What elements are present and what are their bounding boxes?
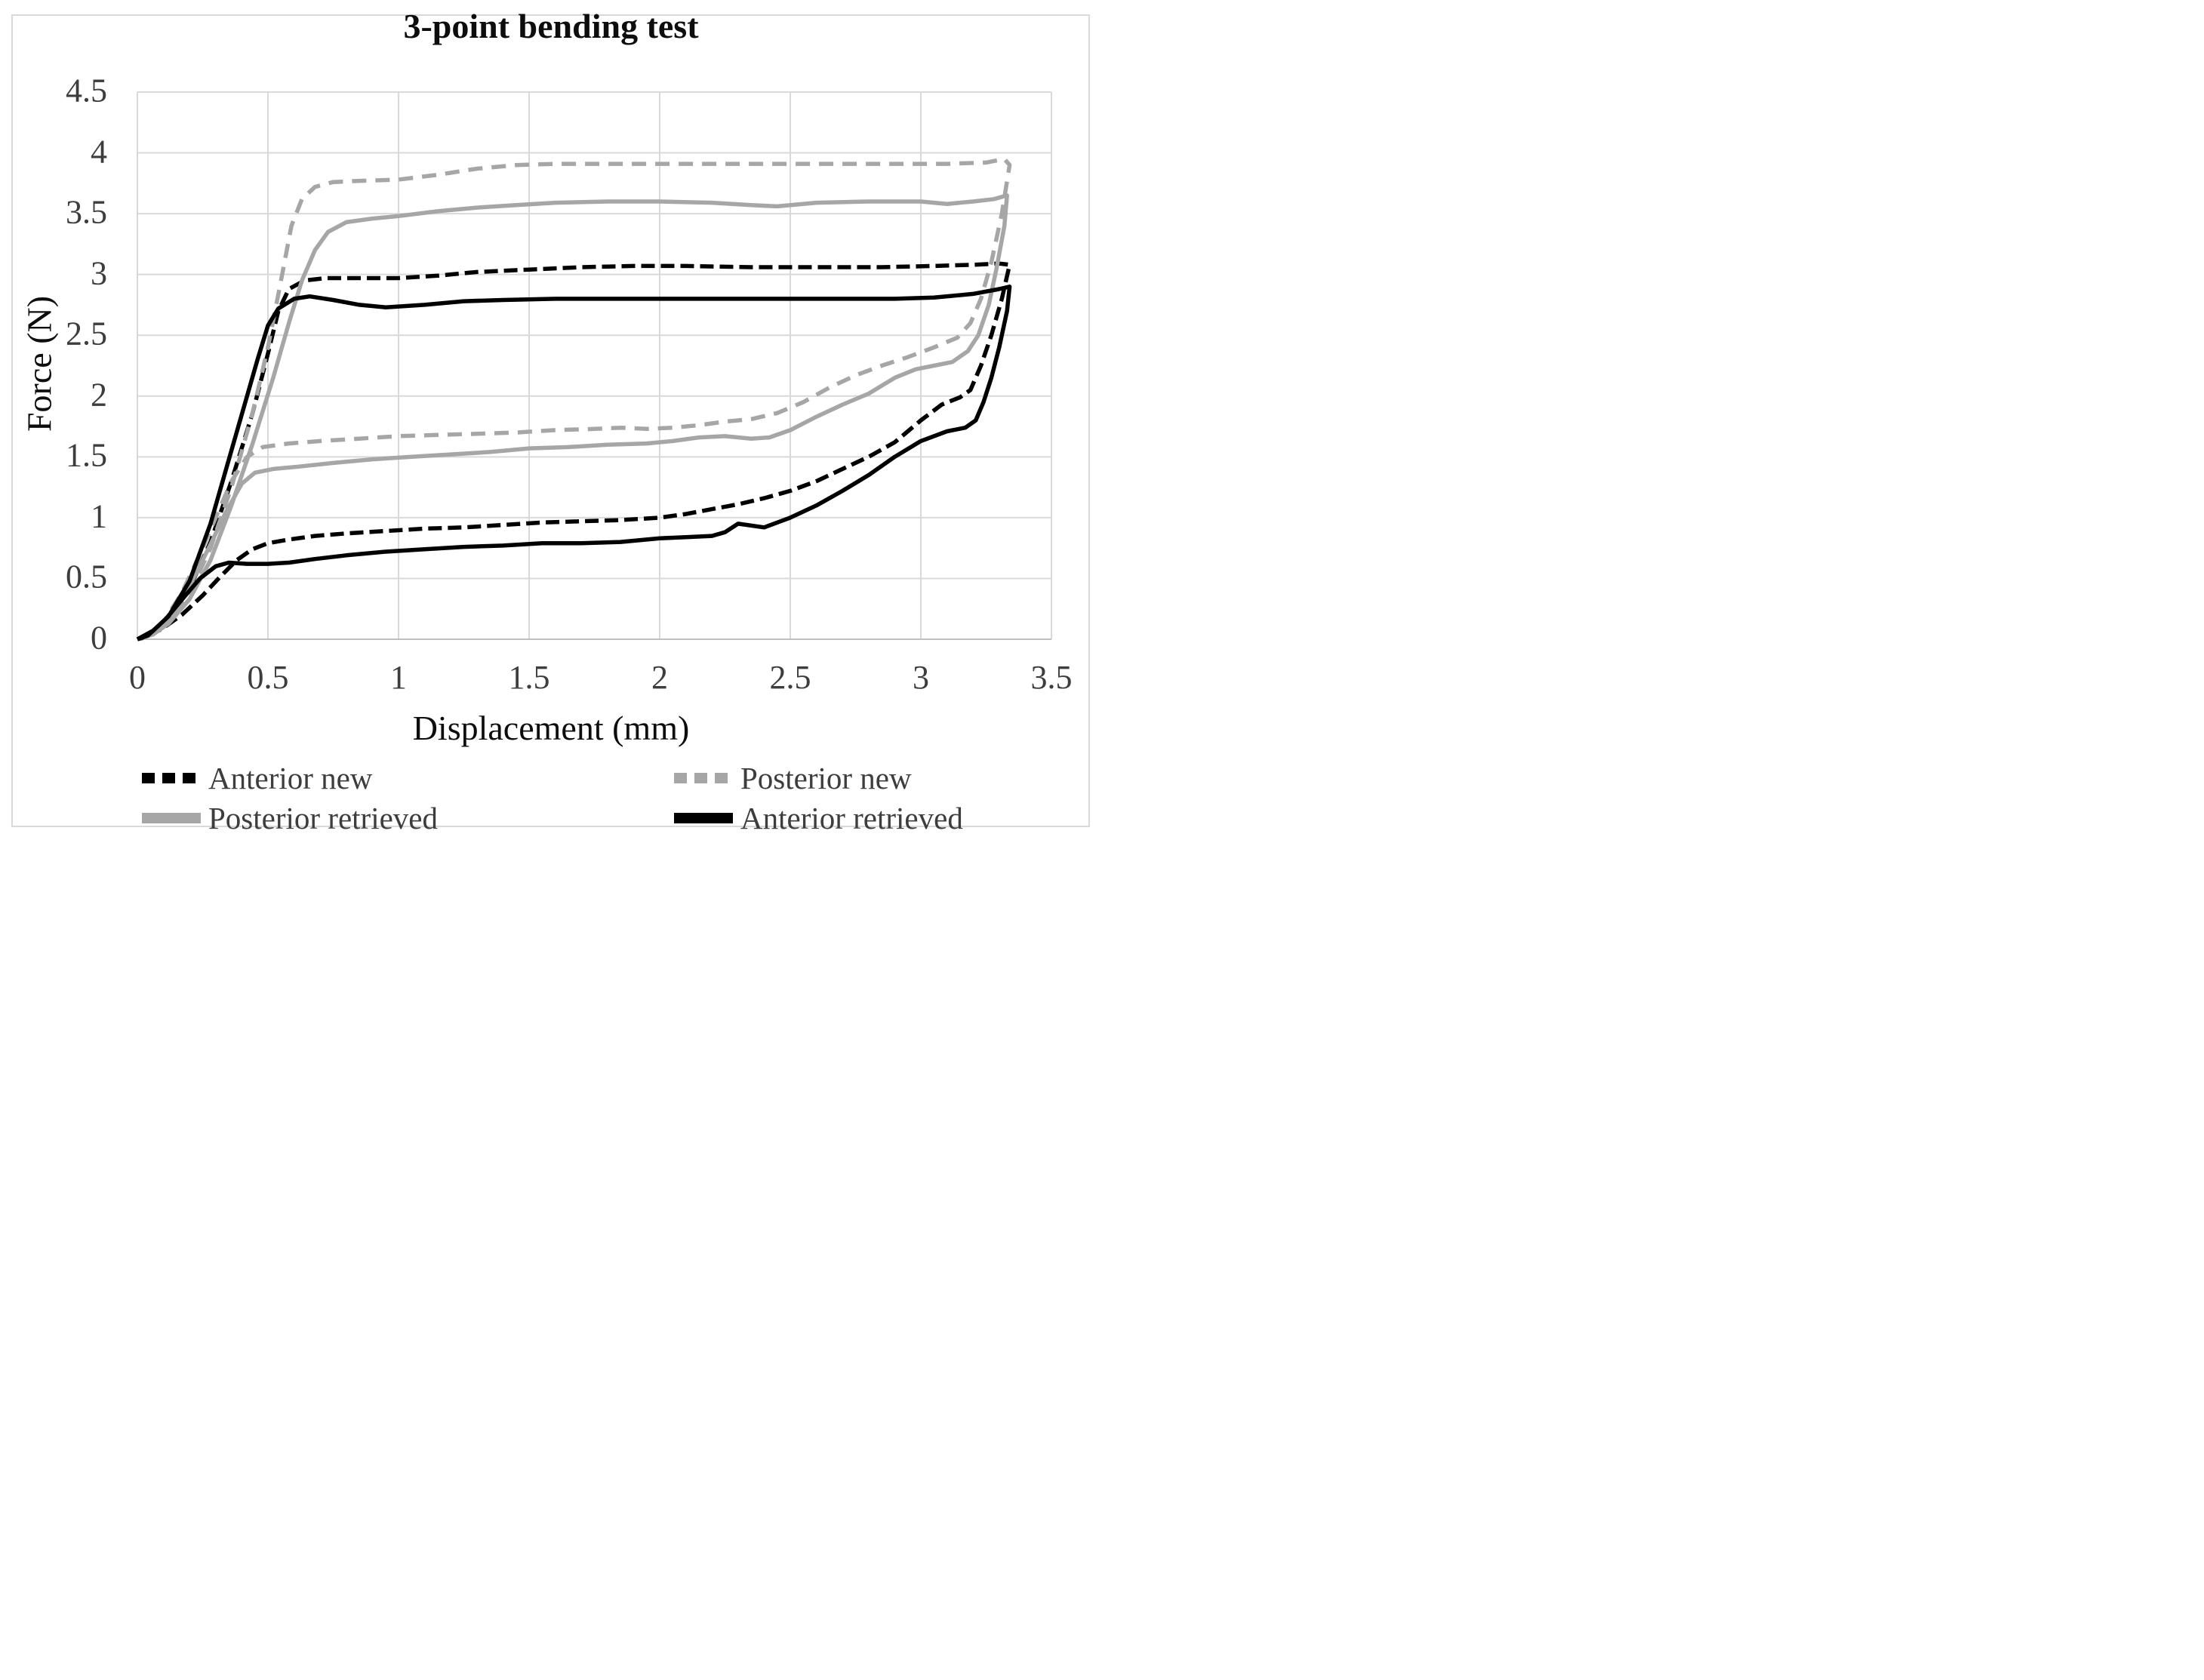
y-tick-label: 4.5	[66, 72, 107, 109]
series-line-posterior-retrieved	[137, 193, 1009, 642]
anterior-retrieved-solid-line-swatch	[674, 813, 733, 823]
legend-item-anterior-new: Anterior new	[142, 758, 372, 798]
legend-label: Anterior new	[208, 760, 373, 795]
y-tick-label: 2	[91, 376, 107, 414]
y-tick-label: 2.5	[66, 315, 107, 352]
x-tick-label: 1	[390, 659, 407, 696]
series-line-anterior-retrieved	[136, 285, 1012, 642]
x-tick-label: 2.5	[769, 659, 811, 696]
series-line-anterior-new	[136, 261, 1012, 642]
legend-label: Posterior new	[740, 760, 912, 795]
y-tick-label: 3.5	[66, 193, 107, 231]
posterior-new-dashed-line-swatch	[674, 773, 733, 783]
gridlines	[137, 91, 1052, 640]
x-tick-label: 0	[129, 659, 146, 696]
series-line-posterior-new	[137, 156, 1012, 642]
y-tick-label: 1	[91, 497, 107, 535]
y-tick-label: 1.5	[66, 436, 107, 474]
x-tick-label: 1.5	[508, 659, 550, 696]
x-axis-label: Displacement (mm)	[412, 709, 690, 747]
y-tick-label: 4	[91, 133, 107, 171]
x-tick-label: 0.5	[247, 659, 289, 696]
y-tick-label: 0.5	[66, 558, 107, 595]
x-tick-label: 3	[913, 659, 929, 696]
chart-figure	[11, 14, 1090, 827]
legend-label: Posterior retrieved	[208, 800, 438, 835]
plot-area	[136, 91, 1052, 642]
legend-item-anterior-retrieved: Anterior retrieved	[674, 798, 963, 838]
x-tick-label: 3.5	[1030, 659, 1073, 696]
y-axis-label: Force (N)	[20, 295, 59, 432]
y-tick-label: 0	[91, 619, 107, 657]
anterior-new-dashed-line-swatch	[142, 773, 201, 783]
posterior-retrieved-solid-line-swatch	[142, 813, 201, 823]
x-tick-label: 2	[651, 659, 668, 696]
legend-item-posterior-new: Posterior new	[674, 758, 912, 798]
y-tick-label: 3	[91, 254, 107, 292]
chart-title: 3-point bending test	[403, 7, 699, 45]
legend-item-posterior-retrieved: Posterior retrieved	[142, 798, 438, 838]
legend-label: Anterior retrieved	[740, 800, 963, 835]
